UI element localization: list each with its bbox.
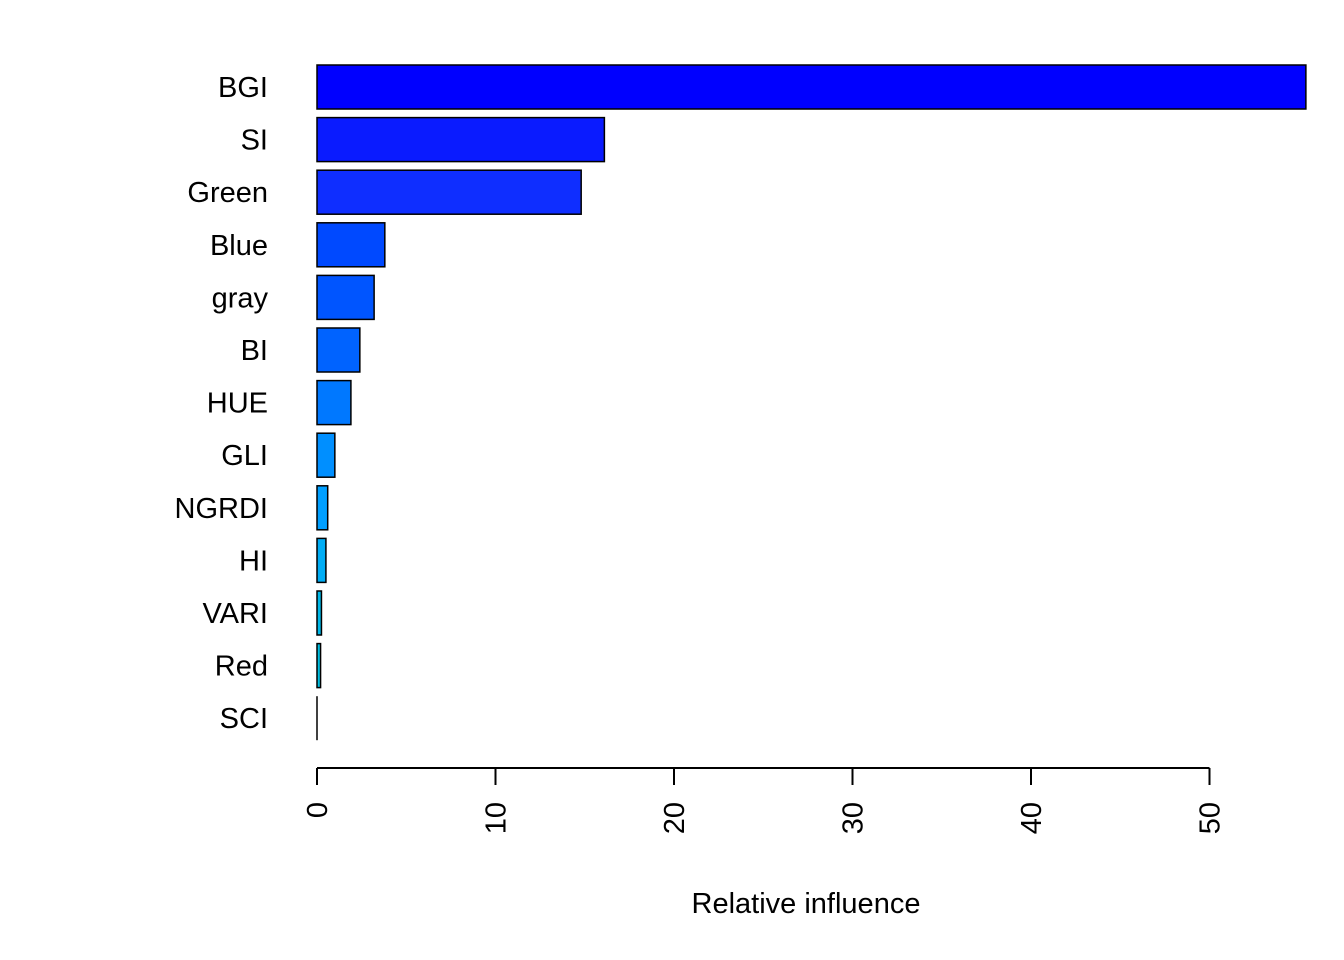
bar-si <box>316 116 606 163</box>
category-label: Red <box>215 651 268 683</box>
x-tick-label: 0 <box>302 802 334 818</box>
bar-group <box>316 64 1307 741</box>
x-axis-title: Relative influence <box>692 888 921 920</box>
x-tick-label: 20 <box>659 802 691 834</box>
bar-blue <box>316 222 386 268</box>
category-label: VARI <box>202 598 268 630</box>
category-label: BGI <box>218 72 268 104</box>
category-label: NGRDI <box>175 493 268 525</box>
bar-ngrdi <box>316 485 329 531</box>
bar-gray <box>316 274 375 321</box>
bar-vari <box>316 590 323 636</box>
category-label: SI <box>241 125 268 157</box>
bar-red <box>316 642 322 689</box>
x-tick-label: 30 <box>838 802 870 834</box>
category-label: Blue <box>210 230 268 262</box>
bar-gli <box>316 432 336 478</box>
category-label: SCI <box>220 703 268 735</box>
x-axis: 0 10 20 30 40 50 <box>302 767 1227 834</box>
bar-green <box>316 169 582 215</box>
category-label: BI <box>241 335 268 367</box>
bar-bgi <box>316 64 1307 110</box>
category-label: HUE <box>207 388 268 420</box>
category-label: HI <box>239 545 268 577</box>
bar-hi <box>316 537 327 584</box>
category-label: Green <box>187 177 268 209</box>
bar-bi <box>316 327 361 373</box>
category-label: gray <box>212 282 269 314</box>
x-tick-label: 10 <box>481 802 513 834</box>
category-label-group: BGI SI Green Blue gray BI HUE GLI NGRDI HI VARI Red… <box>175 72 269 735</box>
category-label: GLI <box>221 440 268 472</box>
x-tick-label: 40 <box>1016 802 1048 834</box>
bar-hue <box>316 379 352 426</box>
x-tick-label: 50 <box>1195 802 1227 834</box>
